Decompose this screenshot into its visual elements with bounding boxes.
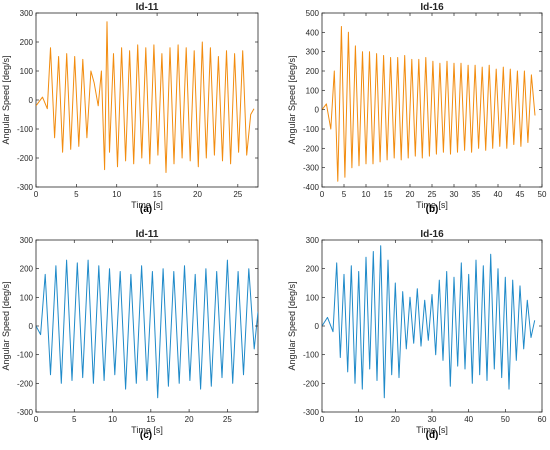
x-tick-label: 10: [354, 415, 363, 424]
series-line: [322, 245, 536, 399]
series-line: [36, 21, 255, 173]
y-tick-label: -200: [17, 154, 34, 163]
x-tick-label: 40: [464, 415, 473, 424]
y-tick-label: -100: [17, 351, 34, 360]
x-tick-label: 25: [428, 190, 437, 199]
x-tick-label: 45: [516, 190, 525, 199]
y-tick-label: 0: [315, 322, 320, 331]
y-axis-label: Angular Speed [deg/s]: [1, 281, 11, 370]
y-tick-label: 200: [20, 38, 34, 47]
chart-panel-3: Id-11 0 5 10 15 20 25 -300 -200 -100 0 100 200 300 Tim…: [1, 229, 259, 441]
y-tick-label: -300: [17, 183, 34, 192]
chart-title: Id-16: [420, 229, 444, 240]
panel-caption: (d): [426, 430, 439, 441]
y-tick-label: -300: [303, 164, 320, 173]
x-tick-label: 60: [538, 415, 547, 424]
y-tick-label: 0: [29, 322, 34, 331]
x-tick-label: 5: [72, 415, 77, 424]
panel-caption: (c): [140, 430, 152, 441]
y-tick-label: -400: [303, 183, 320, 192]
x-tick-label: 15: [384, 190, 393, 199]
y-axis-label: Angular Speed [deg/s]: [1, 55, 11, 144]
x-tick-label: 20: [185, 415, 194, 424]
panel-caption: (a): [140, 204, 152, 215]
y-tick-label: -200: [303, 144, 320, 153]
y-tick-label: -200: [17, 379, 34, 388]
x-tick-label: 20: [406, 190, 415, 199]
y-tick-label: 200: [20, 265, 34, 274]
y-tick-label: 0: [29, 96, 34, 105]
y-tick-label: 400: [306, 28, 320, 37]
chart-panel-4: Id-16 0 10 20 30 40 50 60 -300 -200 -100 0 100 200 300…: [287, 229, 547, 441]
y-tick-label: 200: [306, 67, 320, 76]
x-tick-label: 50: [538, 190, 547, 199]
y-axis-label: Angular Speed [deg/s]: [287, 55, 297, 144]
x-tick-label: 50: [501, 415, 510, 424]
x-tick-label: 30: [450, 190, 459, 199]
x-tick-label: 30: [428, 415, 437, 424]
x-axis-label: Time [s]: [416, 200, 448, 210]
x-tick-label: 20: [391, 415, 400, 424]
x-tick-label: 40: [494, 190, 503, 199]
x-tick-label: 25: [223, 415, 232, 424]
x-tick-label: 0: [320, 190, 325, 199]
x-tick-label: 35: [472, 190, 481, 199]
chart-panel-2: Id-16 0 5 10 15 20 25 30 35 40 45 50 -400 -300 -200 -10…: [287, 2, 547, 215]
y-tick-label: 200: [306, 265, 320, 274]
chart-title: Id-11: [136, 2, 159, 13]
chart-title: Id-16: [420, 2, 444, 13]
x-tick-label: 10: [362, 190, 371, 199]
y-tick-label: -100: [17, 125, 34, 134]
y-tick-label: -100: [303, 125, 320, 134]
y-axis-label: Angular Speed [deg/s]: [287, 281, 297, 370]
x-tick-label: 25: [233, 190, 242, 199]
y-tick-label: -200: [303, 379, 320, 388]
y-tick-label: 100: [20, 293, 34, 302]
x-axis-label: Time [s]: [131, 200, 163, 210]
y-tick-label: 300: [20, 236, 34, 245]
x-axis-label: Time [s]: [416, 425, 448, 435]
y-tick-label: 300: [306, 236, 320, 245]
x-tick-label: 20: [193, 190, 202, 199]
y-tick-label: 300: [306, 48, 320, 57]
y-tick-label: 300: [20, 9, 34, 18]
y-tick-label: 0: [315, 106, 320, 115]
x-tick-label: 0: [34, 190, 39, 199]
x-axis-label: Time [s]: [131, 425, 163, 435]
x-tick-label: 5: [342, 190, 347, 199]
x-tick-label: 5: [74, 190, 79, 199]
panel-caption: (b): [426, 204, 439, 215]
y-tick-label: 500: [306, 9, 320, 18]
x-tick-label: 15: [153, 190, 162, 199]
x-tick-label: 10: [108, 415, 117, 424]
series-line: [322, 26, 536, 182]
x-tick-label: 10: [112, 190, 121, 199]
y-tick-label: 100: [306, 293, 320, 302]
y-tick-label: 100: [306, 86, 320, 95]
x-tick-label: 0: [320, 415, 325, 424]
y-tick-label: -300: [303, 408, 320, 417]
chart-title: Id-11: [136, 229, 159, 240]
y-tick-label: 100: [20, 67, 34, 76]
chart-panel-1: Id-11 0 5 10 15 20 25 -300 -200 -100 0 100 200 300 Tim…: [1, 2, 259, 215]
series-line: [36, 259, 258, 399]
y-tick-label: -300: [17, 408, 34, 417]
x-tick-label: 0: [34, 415, 39, 424]
y-tick-label: -100: [303, 351, 320, 360]
x-tick-label: 15: [146, 415, 155, 424]
